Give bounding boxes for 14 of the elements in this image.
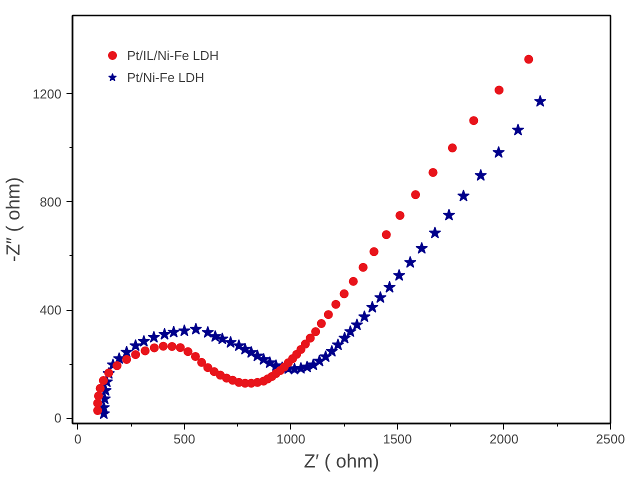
y-axis-title: -Z″ ( ohm) bbox=[4, 177, 25, 262]
y-tick-label: 800 bbox=[40, 194, 62, 210]
y-tick-label: 400 bbox=[40, 302, 62, 318]
x-axis-title: Z′ ( ohm) bbox=[304, 452, 380, 472]
x-tick-label: 2500 bbox=[596, 432, 625, 446]
x-tick-label: 1000 bbox=[276, 432, 306, 446]
y-tick-label: 1200 bbox=[32, 86, 62, 102]
y-tick-label: 0 bbox=[54, 410, 62, 426]
x-tick-label: 2000 bbox=[490, 432, 518, 446]
x-tick-label: 500 bbox=[174, 432, 196, 446]
legend-label: Pt/IL/Ni-Fe LDH bbox=[127, 48, 219, 62]
x-tick-label: 0 bbox=[74, 432, 82, 446]
legend-label: Pt/Ni-Fe LDH bbox=[127, 70, 204, 84]
x-tick-label: 1500 bbox=[382, 432, 412, 446]
